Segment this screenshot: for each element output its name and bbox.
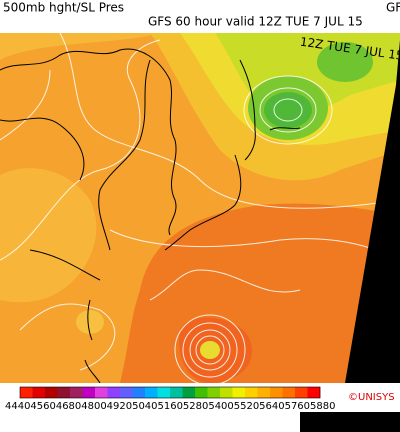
credit: ©UNISYS [348,392,395,403]
high-pressure-cell [76,310,104,334]
legend-swatch [182,387,196,398]
legend-swatch [307,387,321,398]
legend-label: 5760 [285,401,310,412]
legend-swatch [95,387,108,398]
legend-frame [19,386,321,399]
no-data-region [345,40,400,383]
legend-swatch [295,387,308,398]
map-subtitle: GFS 60 hour valid 12Z TUE 7 JUL 15 [148,15,363,29]
legend-label: 4440 [5,401,30,412]
map-title: 500mb hght/SL Pres [3,1,124,15]
legend-swatch [82,387,96,398]
color-legend: 4440 4560 4680 4800 4920 5040 5160 5280 5400 5520… [5,386,335,412]
legend-swatch [70,387,83,398]
low-pressure-area [317,42,373,82]
legend-swatch [195,387,208,398]
pressure-contours [0,33,400,383]
legend-label: 5280 [183,401,208,412]
legend-swatch [157,387,171,398]
height-field [0,168,97,303]
legend-swatch [245,387,258,398]
legend-swatch [120,387,133,398]
legend-swatch [45,387,58,398]
tropical-storm [200,341,220,359]
legend-swatch [207,387,221,398]
coastlines [0,48,301,383]
legend-label: 5040 [132,401,157,412]
legend-swatch [145,387,158,398]
legend-swatch [20,387,33,398]
legend-label: 4800 [81,401,106,412]
legend-swatch [270,387,283,398]
legend-swatch [132,387,146,398]
legend-label: 4680 [56,401,81,412]
legend-swatch [57,387,71,398]
legend-label: 4560 [30,401,55,412]
legend-swatch [170,387,183,398]
legend-swatch [32,387,46,398]
low-pressure-core [264,92,312,128]
height-field [0,33,160,60]
legend-swatch [257,387,271,398]
legend-label: 5400 [208,401,233,412]
corner-label: GF [386,1,400,15]
footer-block [300,412,400,432]
legend-swatch [232,387,246,398]
legend-swatch [282,387,296,398]
map: 12Z TUE 7 JUL 15 [0,33,400,383]
legend-label: 5160 [158,401,183,412]
legend-label: 4920 [107,401,132,412]
legend-swatch [107,387,121,398]
legend-label: 5880 [310,401,335,412]
legend-label: 5640 [259,401,284,412]
legend-label: 5520 [234,401,259,412]
legend-swatch [220,387,233,398]
